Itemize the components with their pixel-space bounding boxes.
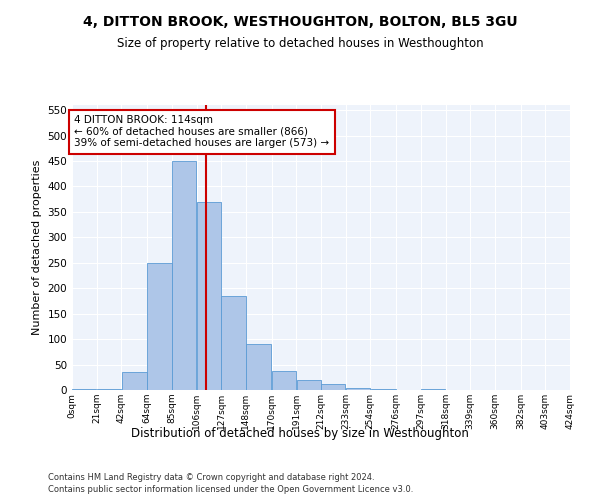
Bar (221, 296, 245, 390)
Bar (172, 161, 196, 390)
Bar (148, 263, 172, 390)
Text: Distribution of detached houses by size in Westhoughton: Distribution of detached houses by size … (131, 428, 469, 440)
Bar (346, 388, 370, 390)
Bar (246, 344, 271, 390)
Bar (296, 380, 321, 390)
Text: 4, DITTON BROOK, WESTHOUGHTON, BOLTON, BL5 3GU: 4, DITTON BROOK, WESTHOUGHTON, BOLTON, B… (83, 15, 517, 29)
Text: 4 DITTON BROOK: 114sqm
← 60% of detached houses are smaller (866)
39% of semi-de: 4 DITTON BROOK: 114sqm ← 60% of detached… (74, 115, 329, 148)
Text: Contains HM Land Registry data © Crown copyright and database right 2024.: Contains HM Land Registry data © Crown c… (48, 472, 374, 482)
Bar (72, 389, 97, 390)
Bar (272, 370, 296, 390)
Bar (321, 384, 346, 390)
Y-axis label: Number of detached properties: Number of detached properties (32, 160, 42, 335)
Bar (97, 389, 121, 390)
Text: Size of property relative to detached houses in Westhoughton: Size of property relative to detached ho… (116, 38, 484, 51)
Bar (122, 372, 147, 390)
Text: Contains public sector information licensed under the Open Government Licence v3: Contains public sector information licen… (48, 485, 413, 494)
Bar (197, 202, 221, 390)
